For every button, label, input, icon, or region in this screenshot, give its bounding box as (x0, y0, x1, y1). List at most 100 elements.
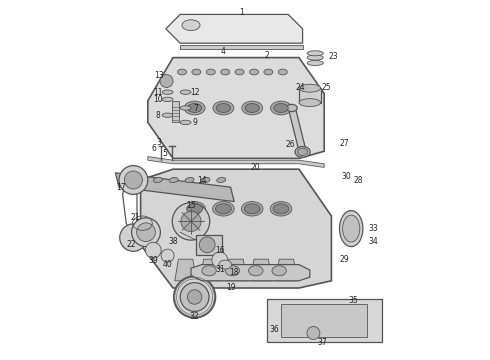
Text: 24: 24 (296, 83, 306, 92)
Polygon shape (166, 14, 303, 43)
Ellipse shape (343, 215, 360, 242)
Text: 28: 28 (354, 176, 363, 185)
Polygon shape (191, 265, 310, 281)
Circle shape (180, 283, 209, 311)
Ellipse shape (245, 204, 260, 214)
Ellipse shape (245, 104, 259, 113)
Ellipse shape (162, 90, 173, 94)
Text: 40: 40 (163, 260, 172, 269)
Ellipse shape (270, 101, 292, 115)
FancyBboxPatch shape (196, 235, 221, 255)
Polygon shape (200, 259, 221, 281)
Polygon shape (180, 45, 303, 49)
Polygon shape (148, 58, 324, 158)
Text: 1: 1 (239, 8, 244, 17)
Ellipse shape (340, 211, 363, 247)
Ellipse shape (184, 202, 205, 216)
Text: 31: 31 (215, 266, 224, 275)
Text: 5: 5 (163, 149, 168, 158)
Ellipse shape (217, 177, 226, 183)
Ellipse shape (213, 101, 234, 115)
Ellipse shape (220, 69, 230, 75)
Text: 11: 11 (153, 88, 162, 97)
Ellipse shape (185, 177, 194, 183)
Polygon shape (250, 259, 272, 281)
Polygon shape (175, 259, 196, 281)
Circle shape (137, 223, 155, 242)
Ellipse shape (201, 177, 210, 183)
Circle shape (161, 249, 174, 262)
Ellipse shape (177, 69, 187, 75)
Text: 25: 25 (321, 83, 331, 92)
Ellipse shape (187, 104, 202, 113)
Text: 8: 8 (155, 111, 160, 120)
Ellipse shape (299, 84, 320, 92)
Ellipse shape (153, 177, 162, 183)
Ellipse shape (273, 204, 289, 214)
Ellipse shape (270, 202, 292, 216)
Circle shape (212, 252, 228, 268)
Ellipse shape (297, 148, 308, 156)
Ellipse shape (180, 120, 191, 125)
Ellipse shape (182, 20, 200, 31)
FancyBboxPatch shape (299, 88, 320, 103)
Circle shape (145, 242, 161, 258)
Ellipse shape (213, 202, 234, 216)
Ellipse shape (138, 177, 147, 183)
Text: 12: 12 (191, 88, 200, 97)
Ellipse shape (248, 266, 263, 276)
Ellipse shape (206, 69, 215, 75)
Text: 14: 14 (197, 176, 207, 185)
Ellipse shape (180, 106, 191, 110)
Text: 7: 7 (193, 104, 198, 113)
Ellipse shape (307, 51, 323, 56)
Ellipse shape (216, 104, 231, 113)
Text: 22: 22 (127, 240, 136, 249)
Ellipse shape (307, 60, 323, 66)
Circle shape (199, 237, 215, 253)
Text: 29: 29 (339, 255, 349, 264)
Ellipse shape (274, 104, 288, 113)
Text: 10: 10 (153, 95, 162, 104)
Ellipse shape (187, 204, 202, 214)
Ellipse shape (202, 266, 216, 276)
Text: 39: 39 (148, 256, 158, 265)
Ellipse shape (249, 69, 259, 75)
Polygon shape (281, 304, 368, 337)
Ellipse shape (299, 99, 320, 107)
Text: 26: 26 (285, 140, 295, 149)
Text: 19: 19 (226, 284, 235, 292)
Circle shape (160, 75, 173, 87)
Polygon shape (225, 259, 247, 281)
Text: 2: 2 (264, 51, 269, 60)
Circle shape (174, 276, 216, 318)
Text: 13: 13 (154, 71, 164, 80)
Text: 33: 33 (368, 224, 378, 233)
Ellipse shape (278, 69, 287, 75)
Text: 34: 34 (368, 237, 378, 246)
Text: 6: 6 (152, 144, 157, 153)
Circle shape (120, 224, 147, 251)
Text: 37: 37 (318, 338, 327, 347)
Polygon shape (275, 259, 297, 281)
Polygon shape (148, 157, 324, 167)
Circle shape (307, 327, 320, 339)
Ellipse shape (219, 260, 231, 269)
Text: 32: 32 (190, 312, 199, 321)
Circle shape (187, 290, 202, 304)
Text: 15: 15 (186, 201, 196, 210)
Text: 16: 16 (215, 246, 224, 255)
Text: 36: 36 (269, 325, 279, 334)
Circle shape (124, 171, 143, 189)
Polygon shape (141, 169, 331, 288)
Ellipse shape (184, 101, 205, 115)
Ellipse shape (216, 204, 231, 214)
Text: 18: 18 (229, 268, 239, 277)
Ellipse shape (225, 266, 240, 276)
Ellipse shape (242, 202, 263, 216)
Ellipse shape (264, 69, 273, 75)
Polygon shape (116, 173, 234, 202)
FancyBboxPatch shape (172, 101, 179, 122)
Ellipse shape (122, 177, 131, 183)
Ellipse shape (235, 69, 244, 75)
